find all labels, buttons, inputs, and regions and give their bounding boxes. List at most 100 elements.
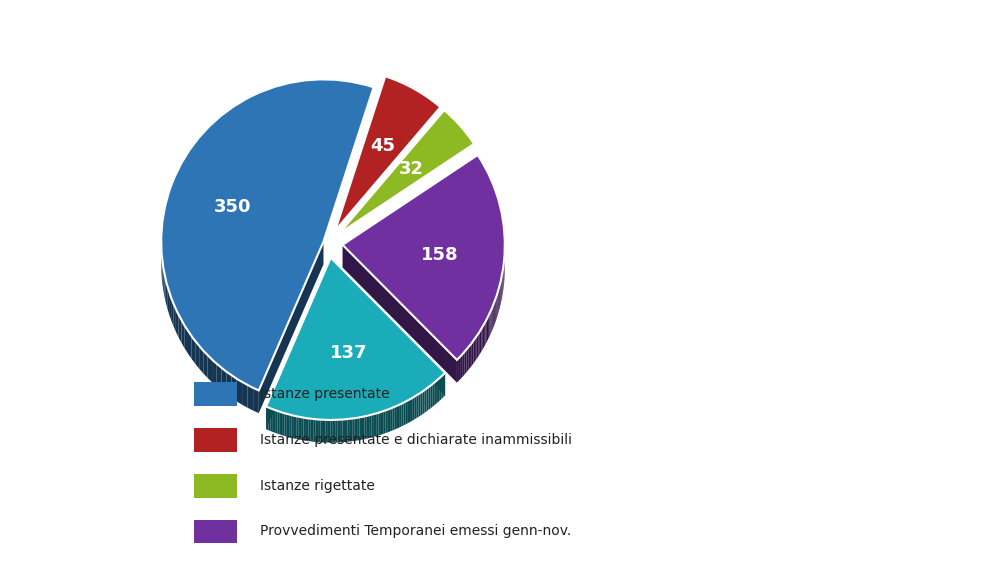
Polygon shape <box>436 379 438 404</box>
Polygon shape <box>227 372 232 398</box>
Polygon shape <box>345 419 348 442</box>
Polygon shape <box>457 358 459 383</box>
Polygon shape <box>330 420 333 443</box>
Polygon shape <box>402 402 404 427</box>
Polygon shape <box>461 354 463 379</box>
Polygon shape <box>480 329 481 354</box>
Text: 45: 45 <box>370 136 396 155</box>
Polygon shape <box>163 267 164 296</box>
Polygon shape <box>489 311 490 337</box>
Wedge shape <box>266 258 445 420</box>
Polygon shape <box>439 376 441 401</box>
Polygon shape <box>287 414 289 438</box>
Polygon shape <box>232 375 237 401</box>
Polygon shape <box>357 417 360 440</box>
Polygon shape <box>313 419 316 442</box>
FancyBboxPatch shape <box>195 382 238 406</box>
FancyBboxPatch shape <box>195 474 238 498</box>
Polygon shape <box>167 285 169 314</box>
Polygon shape <box>494 301 495 327</box>
Polygon shape <box>348 419 350 442</box>
Polygon shape <box>362 417 365 440</box>
Polygon shape <box>182 320 185 348</box>
Polygon shape <box>253 388 258 413</box>
Polygon shape <box>406 400 408 424</box>
Polygon shape <box>166 280 167 308</box>
Polygon shape <box>195 341 199 368</box>
Polygon shape <box>488 314 489 339</box>
Polygon shape <box>311 419 313 441</box>
Polygon shape <box>395 406 397 430</box>
Polygon shape <box>475 336 477 361</box>
Polygon shape <box>388 409 390 432</box>
Polygon shape <box>179 315 182 343</box>
Polygon shape <box>490 309 492 334</box>
Polygon shape <box>192 336 195 364</box>
Polygon shape <box>397 405 400 428</box>
Polygon shape <box>463 351 464 376</box>
Polygon shape <box>320 419 323 443</box>
Polygon shape <box>386 410 388 433</box>
Polygon shape <box>365 416 367 439</box>
Polygon shape <box>426 387 428 411</box>
Polygon shape <box>416 394 418 418</box>
Polygon shape <box>379 412 381 435</box>
Polygon shape <box>441 375 443 399</box>
Polygon shape <box>275 410 277 434</box>
Text: Istanze presentate: Istanze presentate <box>260 387 390 401</box>
Polygon shape <box>217 364 222 391</box>
Polygon shape <box>411 398 413 422</box>
Polygon shape <box>340 419 343 443</box>
Text: 32: 32 <box>400 160 424 178</box>
Polygon shape <box>466 348 468 372</box>
Polygon shape <box>273 409 275 433</box>
Polygon shape <box>243 382 248 408</box>
Polygon shape <box>430 384 432 409</box>
Polygon shape <box>360 417 362 440</box>
Polygon shape <box>459 356 461 380</box>
Polygon shape <box>316 419 318 442</box>
Polygon shape <box>318 419 320 443</box>
Polygon shape <box>169 291 171 320</box>
Polygon shape <box>208 355 212 382</box>
Polygon shape <box>289 414 291 438</box>
Polygon shape <box>277 411 279 435</box>
Polygon shape <box>381 411 384 435</box>
Polygon shape <box>424 389 426 413</box>
Polygon shape <box>422 390 424 414</box>
Polygon shape <box>343 245 457 383</box>
Polygon shape <box>296 416 299 439</box>
Polygon shape <box>493 303 494 329</box>
Wedge shape <box>335 76 440 230</box>
Polygon shape <box>478 331 480 357</box>
Polygon shape <box>282 413 284 436</box>
Polygon shape <box>266 406 268 430</box>
Polygon shape <box>248 385 253 410</box>
Text: Provvedimenti Temporanei emessi genn-nov.: Provvedimenti Temporanei emessi genn-nov… <box>260 525 572 538</box>
Polygon shape <box>306 418 308 441</box>
Text: 350: 350 <box>214 198 251 216</box>
Polygon shape <box>470 343 472 368</box>
Polygon shape <box>338 419 340 443</box>
Polygon shape <box>418 393 420 417</box>
Polygon shape <box>299 417 301 440</box>
Polygon shape <box>352 418 355 441</box>
Polygon shape <box>473 338 475 363</box>
Polygon shape <box>301 417 303 440</box>
Polygon shape <box>485 319 487 344</box>
Polygon shape <box>355 418 357 441</box>
Polygon shape <box>367 415 369 439</box>
Polygon shape <box>369 415 372 438</box>
Polygon shape <box>284 413 287 436</box>
Polygon shape <box>212 359 217 387</box>
FancyBboxPatch shape <box>195 520 238 543</box>
Polygon shape <box>294 415 296 439</box>
Polygon shape <box>279 411 282 435</box>
Polygon shape <box>428 385 430 410</box>
Polygon shape <box>390 408 393 431</box>
Polygon shape <box>420 392 422 415</box>
Text: 137: 137 <box>330 344 368 362</box>
Polygon shape <box>333 420 335 443</box>
Wedge shape <box>161 79 374 391</box>
Polygon shape <box>350 418 352 441</box>
